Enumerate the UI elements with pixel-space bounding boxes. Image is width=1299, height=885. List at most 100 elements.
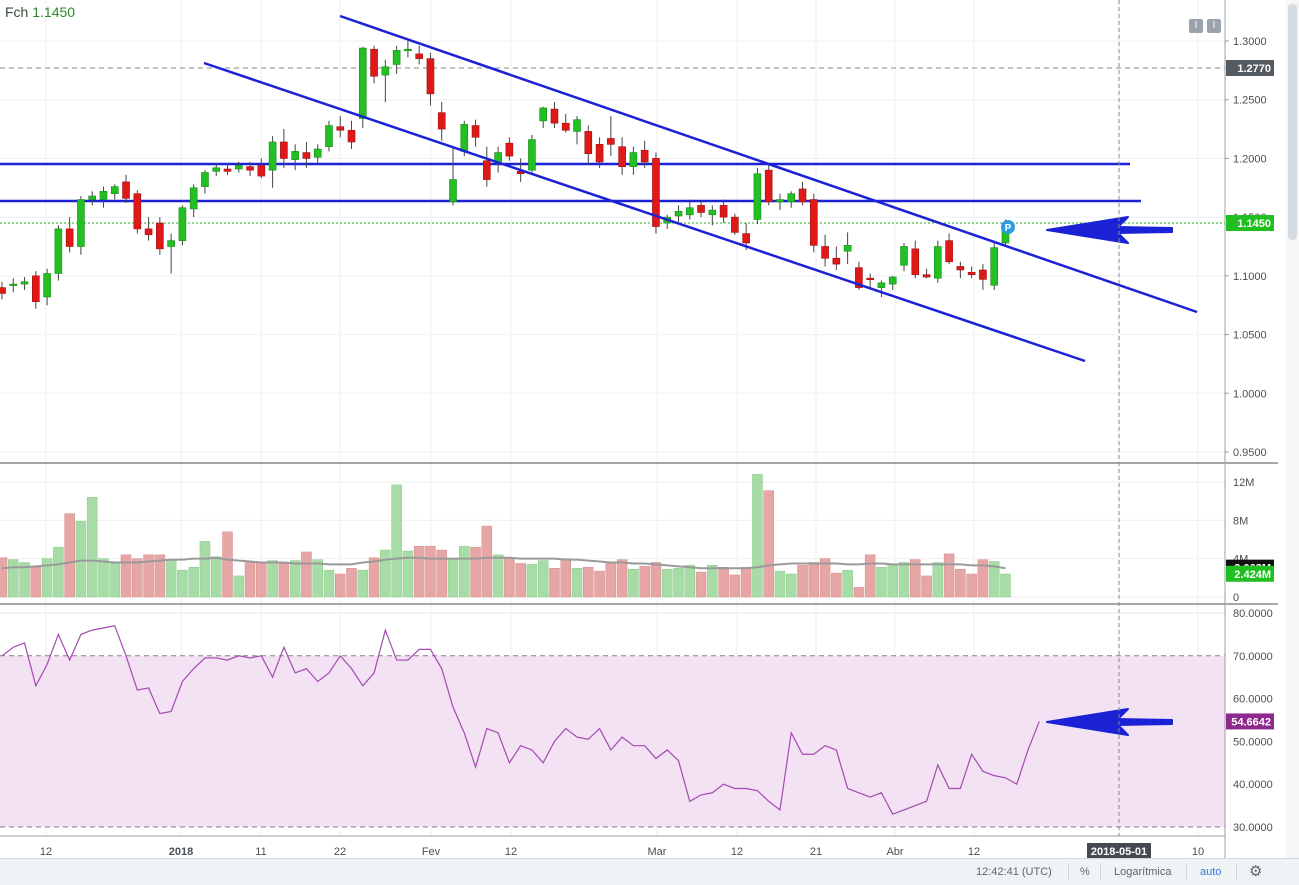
volume-bar — [571, 568, 583, 598]
volume-bar — [864, 554, 876, 598]
volume-bar — [673, 568, 684, 598]
volume-bar — [19, 562, 30, 598]
candle-body-down — [122, 181, 130, 199]
volume-bar — [583, 567, 594, 598]
volume-last-badge-bg — [1226, 565, 1274, 582]
candle — [990, 240, 999, 290]
volume-bar — [887, 564, 898, 598]
candle — [843, 232, 852, 265]
candle-body-up — [234, 165, 243, 170]
candle — [956, 261, 965, 279]
rsi-badge-bg — [1226, 713, 1274, 730]
price-tick-label: 1.0500 — [1233, 330, 1267, 342]
volume-bar — [661, 568, 673, 598]
candle-body-down — [280, 141, 288, 159]
volume-bar — [819, 558, 831, 598]
candle-body-up — [787, 193, 796, 203]
candle-body-down — [798, 188, 807, 203]
candle-body-up — [900, 246, 908, 266]
candle-body-up — [20, 281, 29, 285]
volume-bar — [165, 560, 177, 598]
candle-body-down — [832, 257, 841, 265]
candle-body-down — [561, 122, 570, 131]
volume-bar — [188, 567, 199, 598]
auto-toggle[interactable]: auto — [1200, 866, 1222, 878]
volume-bar — [436, 549, 447, 598]
percent-toggle[interactable]: % — [1080, 866, 1090, 878]
candle — [167, 233, 175, 274]
candle — [753, 167, 762, 225]
candle — [719, 199, 728, 224]
candle — [280, 129, 288, 168]
volume-bar — [64, 513, 75, 598]
level-badge-text: 1.2770 — [1237, 63, 1271, 75]
volume-tick-label: 0 — [1233, 592, 1239, 604]
candle — [979, 264, 987, 290]
candle-body-up — [753, 173, 762, 220]
candle — [629, 146, 638, 175]
candle-body-up — [539, 107, 548, 122]
volume-bar — [335, 573, 346, 598]
volume-bar — [425, 545, 436, 598]
volume-bar — [537, 560, 549, 598]
candle — [0, 281, 6, 300]
volume-bar — [289, 560, 301, 598]
candle-body-down — [697, 205, 705, 213]
candle-body-up — [43, 273, 51, 298]
candle — [877, 280, 886, 297]
candle-body-down — [347, 129, 356, 143]
candle-body-up — [843, 245, 852, 252]
candle-body-up — [460, 124, 469, 152]
volume-bar — [695, 571, 707, 598]
log-toggle[interactable]: Logarítmica — [1114, 866, 1172, 878]
axis-badges: 1.27701.14503.063M2.424M54.66422018-05-0… — [1087, 60, 1274, 859]
candle — [257, 158, 266, 179]
candle-body-up — [629, 152, 638, 167]
volume-bar — [391, 484, 402, 598]
candle — [934, 240, 942, 283]
candle-body-down — [922, 274, 931, 278]
candle — [201, 170, 209, 194]
volume-bar — [222, 531, 233, 598]
last-price-badge-text: 1.1450 — [1237, 218, 1271, 230]
candle-body-down — [742, 233, 750, 244]
candle — [539, 106, 548, 128]
annotation-arrows — [1046, 216, 1173, 736]
candle-body-up — [449, 179, 457, 203]
candle-body-down — [595, 144, 604, 163]
candle — [122, 174, 130, 204]
candles — [0, 41, 1010, 309]
candle — [483, 146, 491, 187]
gear-icon[interactable]: ⚙ — [1249, 862, 1263, 880]
rsi-band — [0, 655, 1225, 827]
pane-button-b[interactable]: I — [1207, 19, 1221, 33]
candle-body-up — [934, 246, 942, 279]
volume-moving-average — [1, 556, 1006, 570]
candle — [9, 278, 18, 293]
candle-body-down — [223, 168, 232, 172]
volume-bar — [380, 549, 391, 598]
candle — [358, 46, 367, 128]
volume-bar — [921, 575, 932, 598]
volume-bar — [267, 560, 278, 598]
scrollbar-thumb[interactable] — [1288, 4, 1297, 240]
date-tick-label: 21 — [810, 846, 822, 858]
volume-bar — [312, 559, 323, 598]
candle — [43, 268, 51, 306]
candle-body-down — [505, 142, 514, 157]
arrow-shape — [1046, 216, 1173, 244]
candle-body-down — [156, 222, 164, 250]
clock-time[interactable]: 12:42:41 (UTC) — [976, 866, 1052, 878]
volume-bar — [109, 563, 120, 598]
last-price-badge: 1.1450 — [1226, 215, 1274, 232]
pane-button-a[interactable]: I — [1189, 19, 1203, 33]
volume-bar — [447, 559, 459, 598]
volume-bar — [639, 566, 650, 598]
volume-last-badge: 2.424M — [1226, 565, 1274, 582]
volume-bar — [413, 545, 425, 598]
candle — [291, 144, 299, 171]
volume-tick-label: 12M — [1233, 477, 1254, 489]
candle-body-down — [640, 149, 649, 163]
volume-bar — [650, 562, 662, 598]
